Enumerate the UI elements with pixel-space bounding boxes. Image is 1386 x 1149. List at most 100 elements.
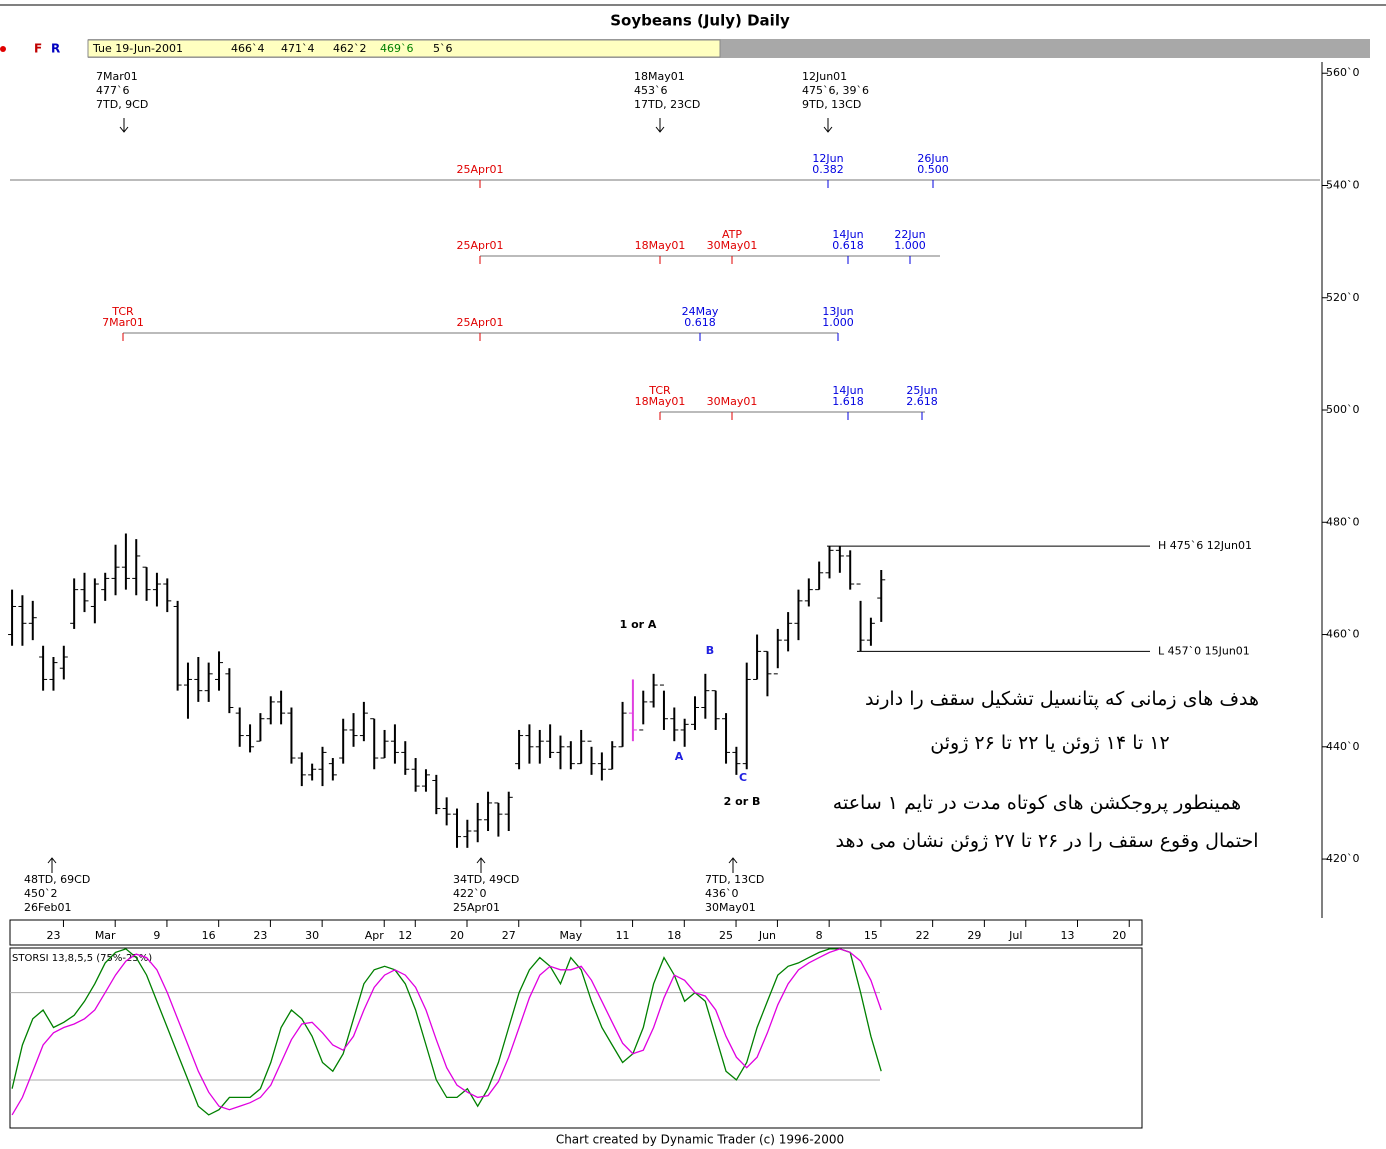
x-tick-label: 13	[1060, 929, 1074, 942]
projection-label: 13Jun	[822, 305, 853, 318]
level-label: L 457`0 15Jun01	[1158, 644, 1250, 657]
y-tick-label: 520`0	[1326, 291, 1360, 304]
flag: F	[34, 42, 42, 56]
pivot-note: 477`6	[96, 84, 130, 97]
wave-label: B	[706, 644, 714, 657]
y-tick-label: 460`0	[1326, 628, 1360, 641]
x-tick-label: 16	[202, 929, 216, 942]
info-close: 469`6	[380, 42, 414, 55]
projection-label: 18May01	[635, 239, 686, 252]
status-dot	[0, 46, 6, 52]
projection-label: 30May01	[707, 395, 758, 408]
pivot-note: 7TD, 13CD	[705, 873, 764, 886]
wave-label: C	[739, 771, 747, 784]
projection-label: 14Jun	[832, 228, 863, 241]
y-tick-label: 500`0	[1326, 403, 1360, 416]
x-tick-label: 27	[502, 929, 516, 942]
pivot-note: 48TD, 69CD	[24, 873, 90, 886]
x-tick-label: Jul	[1008, 929, 1022, 942]
x-tick-label: 22	[916, 929, 930, 942]
projection-label: 24May	[682, 305, 719, 318]
x-tick-label: 11	[616, 929, 630, 942]
x-tick-label: 23	[253, 929, 267, 942]
pivot-note: 18May01	[634, 70, 685, 83]
info-bar-left	[0, 39, 88, 58]
pivot-note: 17TD, 23CD	[634, 98, 700, 111]
info-date: Tue 19-Jun-2001	[92, 42, 183, 55]
pivot-note: 12Jun01	[802, 70, 847, 83]
projection-label: 0.382	[812, 163, 844, 176]
projection-label: 14Jun	[832, 384, 863, 397]
y-tick-label: 560`0	[1326, 66, 1360, 79]
arrow-head	[655, 126, 665, 133]
y-tick-label: 420`0	[1326, 852, 1360, 865]
pivot-note: 453`6	[634, 84, 668, 97]
pivot-note: 26Feb01	[24, 901, 71, 914]
projection-label: 1.000	[822, 316, 854, 329]
info-open: 466`4	[231, 42, 265, 55]
pivot-note: 450`2	[24, 887, 58, 900]
x-tick-label: Jun	[758, 929, 776, 942]
projection-label: 2.618	[906, 395, 938, 408]
projection-label: TCR	[648, 384, 671, 397]
projection-label: TCR	[111, 305, 134, 318]
arrow-head	[476, 857, 486, 864]
arrow-head	[119, 126, 129, 133]
pivot-note: 7TD, 9CD	[96, 98, 148, 111]
x-tick-label: Mar	[95, 929, 116, 942]
wave-label: 2 or B	[724, 795, 761, 808]
x-tick-label: 12	[398, 929, 412, 942]
projection-label: 0.500	[917, 163, 949, 176]
x-axis-strip	[9, 919, 1143, 946]
x-tick-label: 25	[719, 929, 733, 942]
x-tick-label: May	[559, 929, 582, 942]
projection-label: 26Jun	[917, 152, 948, 165]
info-change: 5`6	[433, 42, 453, 55]
pivot-note: 436`0	[705, 887, 739, 900]
projection-label: 25Apr01	[456, 239, 503, 252]
projection-label: ATP	[722, 228, 742, 241]
note-line: همینطور پروجکشن های کوتاه مدت در تایم ۱ …	[832, 792, 1242, 814]
pivot-note: 7Mar01	[96, 70, 138, 83]
note-line: ۱۲ تا ۱۴ ژوئن یا ۲۲ تا ۲۶ ژوئن	[930, 732, 1170, 754]
arrow-head	[823, 126, 833, 133]
projection-label: 1.000	[894, 239, 926, 252]
projection-label: 7Mar01	[102, 316, 144, 329]
projection-label: 0.618	[684, 316, 716, 329]
info-high: 471`4	[281, 42, 315, 55]
y-tick-label: 440`0	[1326, 740, 1360, 753]
footer: Chart created by Dynamic Trader (c) 1996…	[556, 1133, 844, 1147]
indicator-line	[11, 948, 882, 1116]
pivot-note: 475`6, 39`6	[802, 84, 869, 97]
projection-label: 18May01	[635, 395, 686, 408]
projection-label: 25Apr01	[456, 163, 503, 176]
x-tick-label: 18	[667, 929, 681, 942]
indicator-panel	[9, 947, 1143, 1129]
x-tick-label: 8	[816, 929, 823, 942]
x-tick-label: 20	[1112, 929, 1126, 942]
arrow-head	[47, 857, 57, 864]
info-low: 462`2	[333, 42, 367, 55]
x-tick-label: 15	[864, 929, 878, 942]
projection-label: 30May01	[707, 239, 758, 252]
wave-label: A	[675, 750, 684, 763]
projection-label: 25Apr01	[456, 316, 503, 329]
note-line: هدف های زمانی که پتانسیل تشکیل سقف را دا…	[864, 688, 1260, 710]
pivot-note: 34TD, 49CD	[453, 873, 519, 886]
indicator-line	[11, 948, 882, 1116]
info-box	[87, 39, 721, 58]
level-label: H 475`6 12Jun01	[1158, 539, 1252, 552]
flag: R	[51, 42, 60, 56]
x-tick-label: 9	[153, 929, 160, 942]
pivot-note: 422`0	[453, 887, 487, 900]
projection-label: 0.618	[832, 239, 864, 252]
indicator-title: STORSI 13,8,5,5 (75%-25%)	[12, 953, 152, 964]
projection-label: 25Jun	[906, 384, 937, 397]
x-tick-label: 20	[450, 929, 464, 942]
projection-label: 1.618	[832, 395, 864, 408]
y-tick-label: 540`0	[1326, 178, 1360, 191]
pivot-note: 25Apr01	[453, 901, 500, 914]
pivot-note: 9TD, 13CD	[802, 98, 861, 111]
